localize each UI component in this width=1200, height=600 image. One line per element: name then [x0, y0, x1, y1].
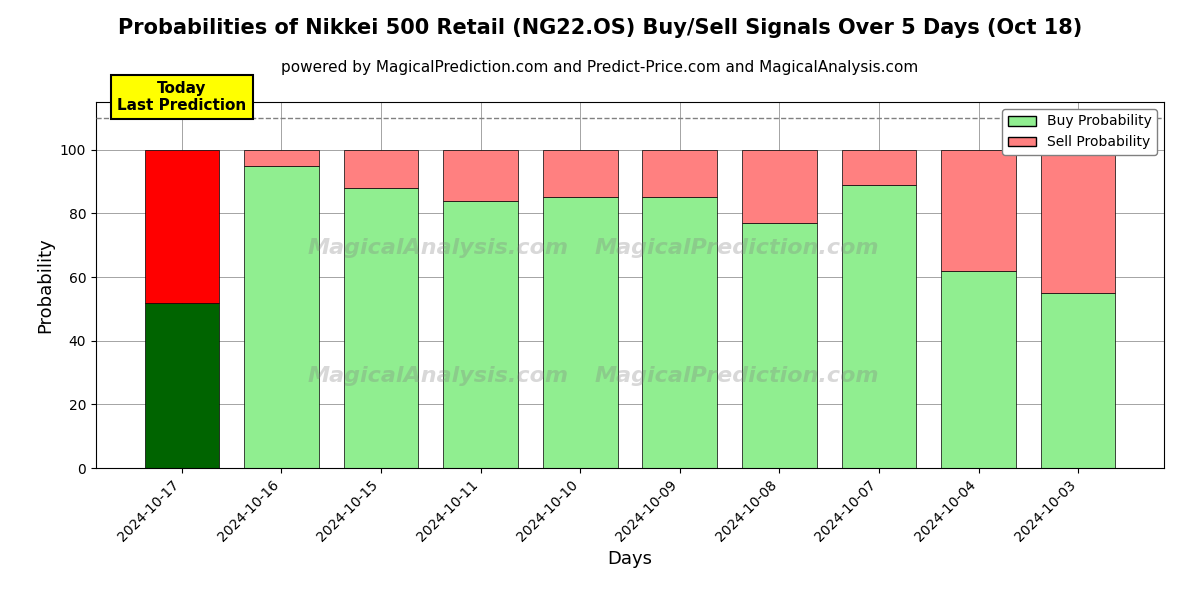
Bar [443, 150, 518, 200]
Bar [244, 166, 319, 468]
Bar [144, 150, 220, 302]
Text: Today
Last Prediction: Today Last Prediction [118, 81, 246, 113]
X-axis label: Days: Days [607, 550, 653, 568]
Bar [1040, 150, 1116, 293]
Bar [642, 150, 718, 197]
Bar [742, 150, 817, 223]
Bar [244, 150, 319, 166]
Text: MagicalAnalysis.com: MagicalAnalysis.com [307, 367, 569, 386]
Bar [542, 150, 618, 197]
Text: MagicalPrediction.com: MagicalPrediction.com [594, 367, 880, 386]
Text: powered by MagicalPrediction.com and Predict-Price.com and MagicalAnalysis.com: powered by MagicalPrediction.com and Pre… [281, 60, 919, 75]
Text: MagicalPrediction.com: MagicalPrediction.com [594, 238, 880, 259]
Bar [144, 302, 220, 468]
Bar [642, 197, 718, 468]
Bar [343, 188, 419, 468]
Bar [742, 223, 817, 468]
Text: Probabilities of Nikkei 500 Retail (NG22.OS) Buy/Sell Signals Over 5 Days (Oct 1: Probabilities of Nikkei 500 Retail (NG22… [118, 18, 1082, 38]
Bar [841, 185, 917, 468]
Bar [841, 150, 917, 185]
Bar [941, 271, 1016, 468]
Bar [542, 197, 618, 468]
Text: MagicalAnalysis.com: MagicalAnalysis.com [307, 238, 569, 259]
Bar [941, 150, 1016, 271]
Legend: Buy Probability, Sell Probability: Buy Probability, Sell Probability [1002, 109, 1157, 155]
Y-axis label: Probability: Probability [36, 237, 54, 333]
Bar [443, 200, 518, 468]
Bar [343, 150, 419, 188]
Bar [1040, 293, 1116, 468]
